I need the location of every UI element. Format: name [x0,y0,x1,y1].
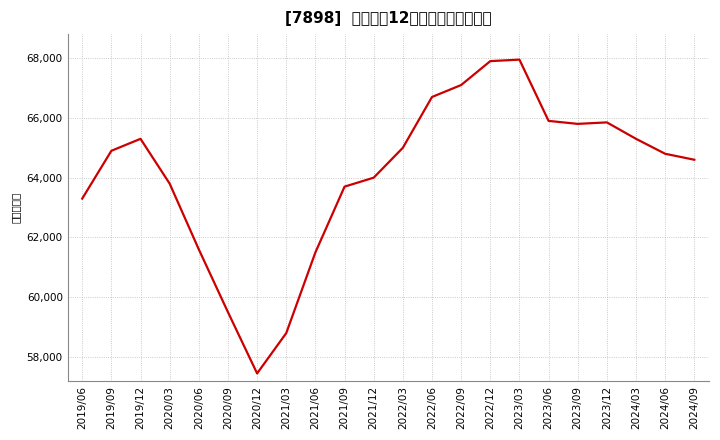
Title: [7898]  売上高の12か月移動合計の推移: [7898] 売上高の12か月移動合計の推移 [285,11,492,26]
Y-axis label: （百万円）: （百万円） [11,192,21,223]
